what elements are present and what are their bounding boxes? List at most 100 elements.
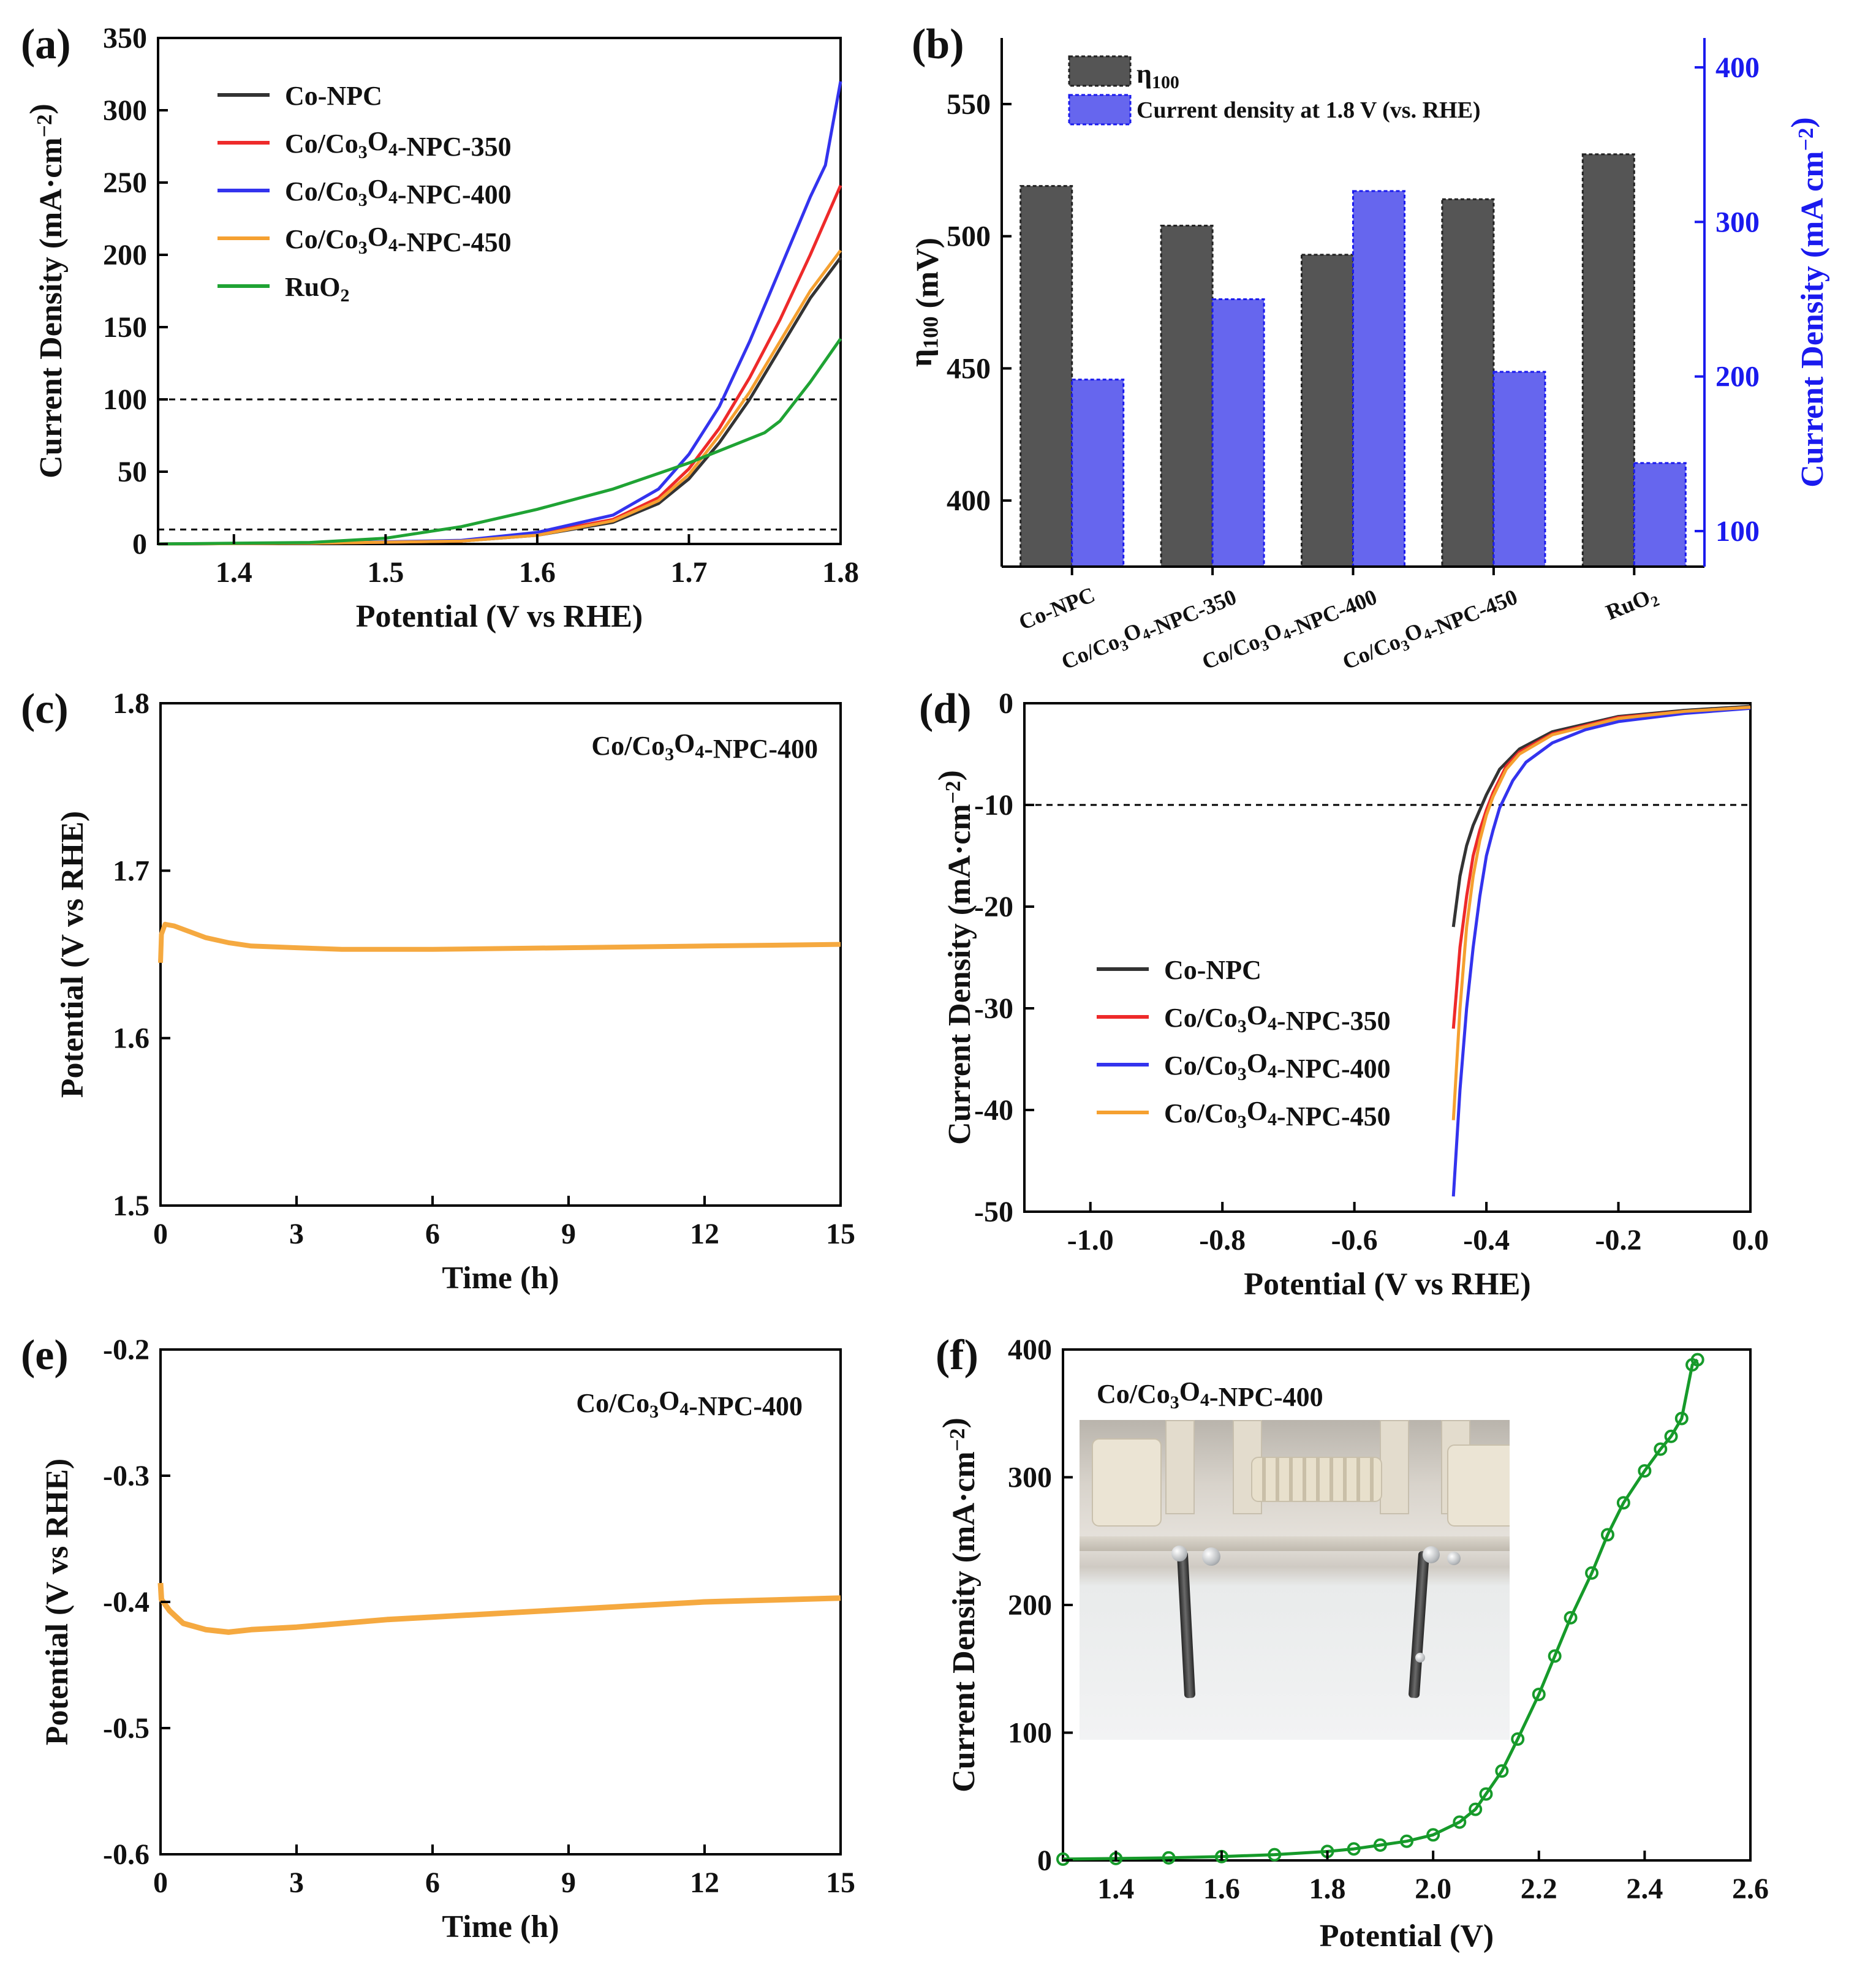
x-tick-label: 6 <box>425 1867 440 1899</box>
legend-entry: Co-NPC <box>1164 955 1261 985</box>
panel-d: (d) -1.0 -0.8 -0.6 -0.4 -0.2 0.0 -50 -40 -30 -20 -1… <box>919 685 1769 1302</box>
bar-current-density <box>1492 371 1546 568</box>
legend-entry: Current density at 1.8 V (vs. RHE) <box>1137 97 1481 123</box>
y-tick-label: 450 <box>947 352 991 385</box>
panel-a: (a) 1.4 1.5 1.6 1.7 1.8 0 50 100 150 200 250 300 350 P… <box>21 21 859 634</box>
x-tick-label: 0 <box>153 1867 168 1899</box>
category-label: Co-NPC <box>1015 582 1099 635</box>
y-tick-label: -0.2 <box>103 1334 149 1366</box>
y-axis-label-b2: Current Density (mA cm−2) <box>1785 117 1830 487</box>
legend-entry: Co-NPC <box>285 81 382 111</box>
data-point <box>1056 1852 1070 1866</box>
data-point <box>1495 1764 1509 1778</box>
data-point <box>1511 1732 1525 1746</box>
y-tick-label: 100 <box>1008 1717 1052 1750</box>
x-tick-label: 1.4 <box>216 556 252 589</box>
x-tick-label: 1.6 <box>1203 1873 1240 1905</box>
legend-entry: Co/Co3O4-NPC-450 <box>285 222 512 258</box>
y-tick-label: -50 <box>974 1196 1013 1228</box>
legend-entry: Co/Co3O4-NPC-400 <box>1164 1048 1391 1084</box>
y-tick-label: 250 <box>103 167 147 199</box>
bar-current-density <box>1352 190 1405 568</box>
x-tick-label: -0.8 <box>1199 1224 1246 1256</box>
x-tick-label: 2.2 <box>1521 1873 1557 1905</box>
y-tick-label: 350 <box>103 22 147 55</box>
panel-label-d: (d) <box>919 685 972 733</box>
legend-entry: RuO2 <box>285 272 349 306</box>
panel-label-c: (c) <box>21 685 69 733</box>
x-axis-label-e: Time (h) <box>442 1909 559 1944</box>
x-tick-label: 1.8 <box>822 556 859 589</box>
y-tick-label: -0.3 <box>103 1460 149 1492</box>
y-tick-label: 200 <box>103 239 147 271</box>
x-axis-label-a: Potential (V vs RHE) <box>356 599 643 634</box>
series-line-co-co3o4-npc-400 <box>1451 706 1751 1197</box>
series-line-co-co3o4-npc-350 <box>1451 706 1751 1029</box>
x-tick-label: 1.4 <box>1097 1873 1134 1905</box>
y-tick-label: 1.7 <box>113 855 149 887</box>
panel-label-a: (a) <box>21 21 71 68</box>
x-axis-label-d: Potential (V vs RHE) <box>1244 1267 1530 1302</box>
legend-swatch <box>1068 55 1132 87</box>
bar-eta100 <box>1301 254 1354 568</box>
annotation-label: Co/Co3O4-NPC-400 <box>1097 1376 1323 1413</box>
data-point <box>1585 1566 1599 1580</box>
data-point <box>1638 1464 1652 1478</box>
y-tick-label: 400 <box>1008 1334 1052 1366</box>
y-tick-label: -40 <box>974 1094 1013 1127</box>
y2-tick-label: 300 <box>1715 206 1760 238</box>
series-line-co-npc <box>157 257 842 546</box>
panel-f: (f) 1.4 1.6 1.8 2.0 2.2 2.4 2.6 0 100 200 300 400 Pot… <box>936 1332 1769 1954</box>
y-tick-label: 50 <box>118 456 147 488</box>
y-tick-label: 300 <box>1008 1462 1052 1494</box>
y-tick-label: -0.4 <box>103 1586 149 1618</box>
y-tick-label: -0.6 <box>103 1838 149 1871</box>
x-tick-label: 12 <box>690 1218 719 1250</box>
data-point <box>1690 1353 1704 1367</box>
x-tick-label: 3 <box>289 1218 304 1250</box>
legend-entry: Co/Co3O4-NPC-450 <box>1164 1096 1391 1132</box>
data-point <box>1664 1429 1678 1443</box>
y-tick-label: -30 <box>974 992 1013 1025</box>
y-tick-label: -20 <box>974 891 1013 923</box>
data-point <box>1532 1687 1546 1701</box>
legend-entry: Co/Co3O4-NPC-400 <box>285 174 512 210</box>
axes-frame-a <box>157 37 842 545</box>
series-line-co-co3o4-npc-450 <box>1451 706 1751 1120</box>
legend-swatch <box>1068 94 1132 126</box>
data-point <box>1564 1610 1578 1625</box>
data-point <box>1426 1828 1440 1842</box>
x-tick-label: 1.5 <box>367 556 404 589</box>
x-tick-label: 1.7 <box>670 556 707 589</box>
panel-label-f: (f) <box>936 1332 978 1379</box>
x-tick-label: -0.6 <box>1331 1224 1378 1256</box>
series-line-polarization <box>1062 1358 1699 1861</box>
y-tick-label: 100 <box>103 383 147 416</box>
x-tick-label: 15 <box>826 1867 855 1899</box>
data-point <box>1469 1802 1483 1816</box>
x-axis-label-f: Potential (V) <box>1320 1919 1494 1954</box>
bar-eta100 <box>1019 185 1073 568</box>
x-tick-label: 2.4 <box>1626 1873 1663 1905</box>
data-point <box>1479 1787 1493 1801</box>
y-tick-label: -0.5 <box>103 1712 149 1745</box>
y-axis-label-d: Current Density (mA·cm−2) <box>932 770 977 1145</box>
y-axis-label-f: Current Density (mA·cm−2) <box>937 1418 981 1792</box>
y-axis-label-c: Potential (V vs RHE) <box>55 811 90 1098</box>
bar-current-density <box>1633 462 1687 568</box>
legend-entry: η100 <box>1137 59 1179 92</box>
panel-c: (c) 0 3 6 9 12 15 1.5 1.6 1.7 1.8 Time (h) Potential… <box>21 685 855 1296</box>
axes-frame-c <box>159 702 842 1207</box>
bar-eta100 <box>1441 198 1495 568</box>
data-point <box>1453 1815 1467 1829</box>
data-point <box>1373 1838 1387 1852</box>
series-line-co-co3o4-npc-450 <box>157 249 842 546</box>
panel-b: (b)Co-NPCCo/Co3O4-NPC-350Co/Co3O4-NPC-40… <box>904 21 1830 674</box>
y2-tick-label: 400 <box>1715 51 1760 84</box>
y-tick-label: 0 <box>999 687 1013 720</box>
y-tick-label: 1.6 <box>113 1022 149 1055</box>
x-tick-label: 0.0 <box>1732 1224 1769 1256</box>
panel-label-b: (b) <box>912 21 964 68</box>
y-tick-label: 1.5 <box>113 1190 149 1222</box>
series-line-ruo2 <box>157 338 842 546</box>
